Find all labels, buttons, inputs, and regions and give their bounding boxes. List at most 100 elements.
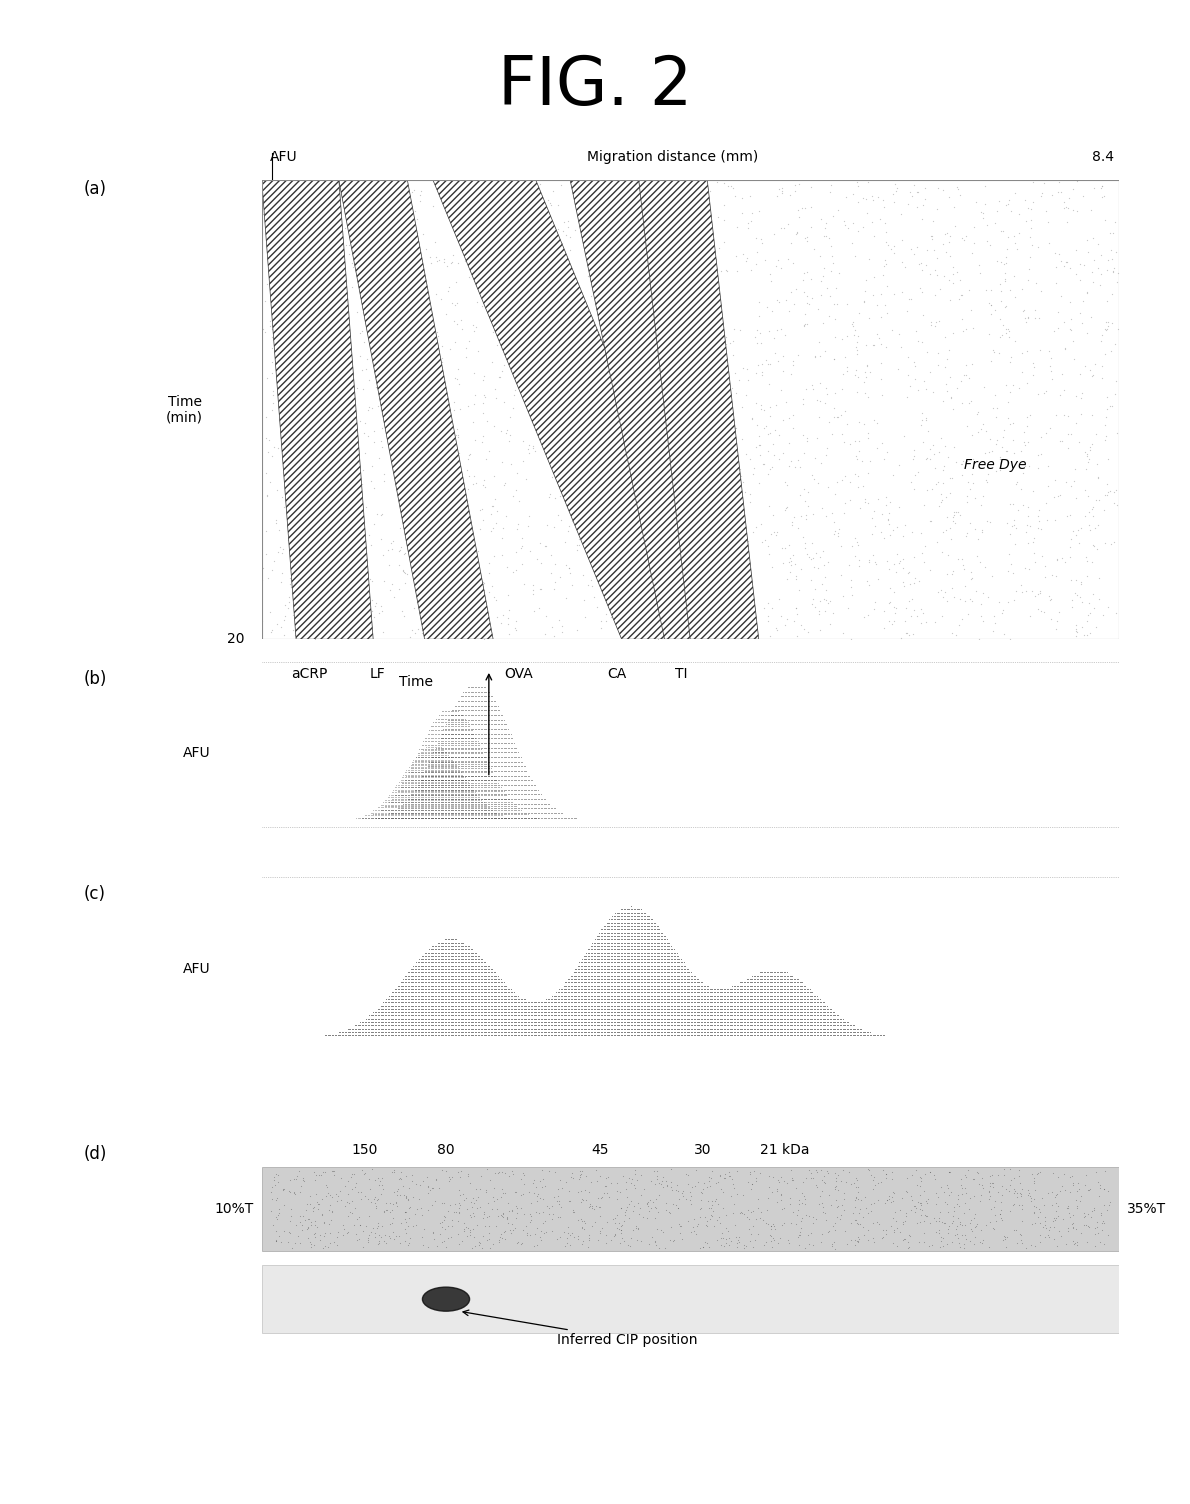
Point (446, 708, 465, 732)
Point (649, 928, 668, 952)
Point (663, 1003, 682, 1027)
Point (493, 970, 512, 994)
Point (477, 961, 496, 985)
Point (703, 1014, 722, 1038)
Point (441, 752, 461, 776)
Point (699, 997, 718, 1021)
Point (1095, 427, 1114, 451)
Point (796, 507, 815, 531)
Point (432, 785, 451, 809)
Point (437, 760, 456, 784)
Point (456, 714, 475, 738)
Point (490, 782, 509, 806)
Point (933, 487, 952, 511)
Point (682, 1020, 701, 1044)
Point (434, 744, 453, 769)
Point (643, 1011, 662, 1035)
Point (299, 1208, 318, 1232)
Point (813, 1006, 832, 1030)
Point (449, 744, 468, 769)
Point (486, 994, 505, 1018)
Point (494, 708, 513, 732)
Point (459, 708, 478, 732)
Point (637, 367, 656, 391)
Point (594, 920, 613, 945)
Point (757, 984, 776, 1008)
Point (394, 796, 413, 820)
Point (545, 984, 564, 1008)
Point (739, 1003, 758, 1027)
Point (764, 964, 783, 988)
Point (626, 1000, 645, 1024)
Point (926, 611, 945, 635)
Point (414, 778, 433, 802)
Point (359, 1023, 378, 1047)
Point (728, 1000, 747, 1024)
Point (741, 1003, 760, 1027)
Point (633, 967, 652, 991)
Point (386, 775, 405, 799)
Point (594, 951, 613, 975)
Point (610, 920, 630, 945)
Point (695, 456, 714, 480)
Point (743, 623, 762, 647)
Point (494, 760, 513, 784)
Point (477, 791, 496, 815)
Point (444, 244, 463, 268)
Point (841, 1023, 860, 1047)
Point (580, 1226, 599, 1250)
Point (399, 788, 418, 812)
Point (449, 954, 468, 978)
Point (763, 967, 782, 991)
Point (469, 799, 488, 823)
Point (591, 984, 610, 1008)
Point (425, 729, 444, 754)
Point (409, 1014, 428, 1038)
Point (1032, 517, 1051, 541)
Point (407, 787, 426, 811)
Point (662, 984, 681, 1008)
Point (625, 961, 644, 985)
Point (457, 513, 476, 537)
Point (393, 794, 412, 818)
Point (746, 964, 765, 988)
Point (1025, 1166, 1044, 1190)
Point (597, 1011, 616, 1035)
Point (469, 717, 488, 741)
Point (1075, 1173, 1094, 1197)
Point (422, 806, 441, 830)
Point (762, 981, 781, 1005)
Point (807, 1208, 826, 1232)
Point (476, 735, 495, 760)
Point (505, 1000, 524, 1024)
Point (406, 773, 425, 797)
Point (797, 260, 816, 284)
Point (439, 741, 458, 766)
Point (512, 802, 531, 826)
Point (781, 990, 800, 1014)
Point (869, 326, 888, 350)
Point (450, 806, 469, 830)
Point (393, 973, 412, 997)
Point (459, 782, 478, 806)
Point (358, 1020, 377, 1044)
Point (687, 984, 706, 1008)
Point (457, 788, 476, 812)
Point (630, 341, 649, 365)
Point (278, 502, 298, 526)
Point (670, 593, 689, 617)
Point (687, 1003, 706, 1027)
Point (683, 1011, 702, 1035)
Point (445, 714, 464, 738)
Point (400, 1006, 419, 1030)
Point (632, 1182, 651, 1206)
Point (494, 794, 513, 818)
Point (859, 385, 878, 409)
Point (420, 744, 439, 769)
Point (411, 1014, 430, 1038)
Point (668, 970, 687, 994)
Point (576, 970, 595, 994)
Point (619, 994, 638, 1018)
Point (450, 787, 469, 811)
Point (494, 287, 513, 311)
